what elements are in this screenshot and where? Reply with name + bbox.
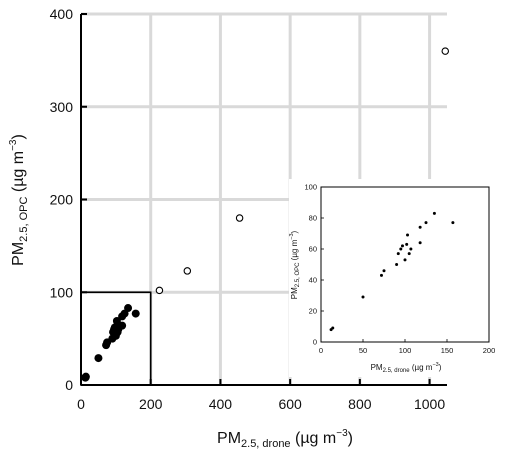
inset-x-tick-label-2: 100 [399, 346, 412, 355]
inset-point-s0-8 [400, 244, 404, 248]
inset-x-tick-label-1: 50 [359, 346, 367, 355]
inset-x-tick-label-0: 0 [319, 346, 323, 355]
main-x-axis-label-text: PM2.5, drone (µg m−3) [217, 428, 353, 450]
inset-ylabel-main: PM [290, 287, 299, 299]
main-x-tick-label-0: 0 [77, 396, 85, 412]
main-point-s0-18 [124, 304, 133, 313]
main-y-tick-label-1: 100 [50, 284, 74, 300]
main-point-s0-2 [81, 373, 90, 382]
inset-y-tick-label-2: 40 [309, 276, 317, 285]
main-y-tick-label-2: 200 [50, 192, 74, 208]
inset-axes [320, 186, 490, 343]
main-x-tick-label-2: 400 [209, 396, 233, 412]
inset-point-s0-5 [395, 263, 399, 266]
main-point-s1-0 [155, 286, 164, 295]
inset-xlabel-unit: (µg m [410, 363, 433, 372]
main-data-points [80, 47, 450, 386]
main-x-tick-label-5: 1000 [414, 396, 445, 412]
inset-tick-labels: 0 50 100 150 200 0 20 40 60 80 100 [304, 183, 495, 356]
inset-ylabel-unit: (µg m [290, 239, 299, 262]
inset-y-tick-label-0: 0 [313, 338, 317, 347]
inset-xlabel-close: ) [439, 363, 442, 372]
main-point-s1-2 [235, 214, 244, 222]
inset-y-axis-label: PM2.5, OPC (µg m−3) [289, 230, 301, 299]
main-y-tick-label-3: 300 [50, 99, 74, 115]
main-ylabel-unit: (µg m [10, 151, 27, 197]
main-point-s1-1 [183, 267, 192, 275]
inset-ylabel-exp: −3 [289, 233, 295, 239]
main-y-tick-label-4: 400 [50, 6, 74, 22]
main-point-s0-19 [131, 309, 140, 318]
main-ylabel-close: ) [10, 134, 27, 139]
main-x-axis-label: PM2.5, drone (µg m−3) [217, 428, 353, 450]
main-ylabel-sub: 2.5, OPC [18, 197, 30, 242]
inset-ylabel-sub: 2.5, OPC [295, 262, 301, 287]
inset-point-s0-11 [406, 233, 410, 237]
inset-point-s0-10 [405, 242, 409, 246]
inset-y-tick-label-5: 100 [304, 183, 317, 192]
inset-x-tick-label-3: 150 [441, 346, 454, 355]
inset-point-s0-16 [424, 221, 428, 225]
main-x-tick-label-3: 600 [278, 396, 302, 412]
main-y-axis-label-text: PM2.5, OPC (µg m−3) [8, 134, 30, 266]
inset-point-s0-6 [396, 252, 400, 256]
main-xlabel-main: PM [217, 430, 241, 447]
inset-ylabel-close: ) [290, 230, 299, 233]
inset-y-tick-label-1: 20 [309, 307, 317, 316]
main-point-s1-3 [441, 47, 450, 55]
inset-point-s0-3 [379, 273, 383, 277]
inset-point-s0-18 [451, 221, 455, 225]
inset-point-s0-13 [409, 247, 413, 251]
inset-point-s0-9 [403, 258, 407, 262]
inset-xlabel-main: PM [371, 363, 383, 372]
inset-point-s0-14 [418, 241, 422, 245]
main-x-tick-label-1: 200 [139, 396, 163, 412]
inset-xlabel-sub: 2.5, drone [383, 368, 411, 374]
inset-x-axis-label-text: PM2.5, drone (µg m−3) [371, 362, 442, 374]
inset-background [289, 179, 499, 377]
inset-point-s0-1 [331, 326, 335, 330]
inset-x-tick-label-4: 200 [483, 346, 496, 355]
main-ylabel-exp: −3 [8, 139, 19, 151]
inset-x-axis-label: PM2.5, drone (µg m−3) [371, 362, 442, 374]
inset-xlabel-exp: −3 [432, 362, 438, 368]
main-zoom-box [80, 291, 152, 386]
inset-point-s0-4 [382, 269, 386, 273]
inset-y-axis-label-text: PM2.5, OPC (µg m−3) [289, 230, 301, 299]
inset-point-s0-2 [361, 295, 365, 299]
main-xlabel-close: ) [348, 430, 353, 447]
main-xlabel-sub: 2.5, drone [241, 438, 291, 450]
main-ylabel-main: PM [10, 242, 27, 266]
main-x-tick-label-4: 800 [348, 396, 372, 412]
inset-y-tick-label-3: 60 [309, 245, 317, 254]
main-xlabel-exp: −3 [336, 428, 348, 439]
main-point-s0-3 [94, 354, 103, 363]
inset-point-s0-17 [432, 211, 436, 215]
inset-y-tick-label-4: 80 [309, 214, 317, 223]
inset-point-s0-12 [407, 252, 411, 256]
inset-point-s0-7 [399, 247, 403, 251]
main-xlabel-unit: (µg m [291, 430, 337, 447]
main-y-tick-label-0: 0 [65, 377, 73, 393]
main-y-axis-label: PM2.5, OPC (µg m−3) [8, 134, 30, 266]
inset-point-s0-15 [418, 225, 422, 229]
main-point-s0-15 [118, 321, 127, 330]
main-point-s0-12 [112, 317, 121, 326]
inset-data-points [329, 211, 455, 332]
